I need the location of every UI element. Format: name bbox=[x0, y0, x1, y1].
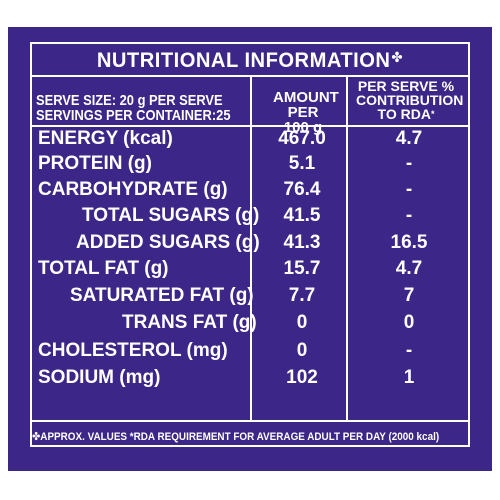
row-rda: 7 bbox=[403, 285, 415, 306]
row-label: TRANS FAT (g) bbox=[122, 312, 257, 333]
row-amount: 0 bbox=[296, 312, 308, 333]
serve-size-text: SERVE SIZE: 20 g PER SERVE bbox=[36, 92, 223, 109]
row-rda: - bbox=[405, 205, 413, 226]
table-row: ADDED SUGARS (g) 41.3 16.5 bbox=[8, 229, 492, 256]
row-label: TOTAL SUGARS (g) bbox=[82, 205, 260, 226]
row-label: CHOLESTEROL (mg) bbox=[38, 340, 228, 361]
row-label: ENERGY (kcal) bbox=[38, 128, 173, 149]
row-rda: 4.7 bbox=[395, 128, 423, 149]
row-amount: 76.4 bbox=[283, 179, 321, 200]
row-amount: 0 bbox=[296, 340, 308, 361]
row-rda: 1 bbox=[403, 367, 415, 388]
row-label: PROTEIN (g) bbox=[38, 153, 152, 174]
row-rda: 4.7 bbox=[395, 258, 423, 279]
table-title-text: NUTRITIONAL INFORMATION bbox=[96, 49, 391, 72]
serve-info: SERVE SIZE: 20 g PER SERVE SERVINGS PER … bbox=[36, 93, 231, 123]
row-label: CARBOHYDRATE (g) bbox=[38, 179, 228, 200]
footnote: ✤APPROX. VALUES *RDA REQUIREMENT FOR AVE… bbox=[32, 431, 440, 443]
table-row: TRANS FAT (g) 0 0 bbox=[8, 309, 492, 336]
table-row: ENERGY (kcal) 467.0 4.7 bbox=[8, 125, 492, 152]
table-row: PROTEIN (g) 5.1 - bbox=[8, 150, 492, 177]
row-rda: - bbox=[405, 153, 413, 174]
row-amount: 15.7 bbox=[283, 258, 321, 279]
rda-header-line3: TO RDA* bbox=[356, 107, 456, 121]
row-label: TOTAL FAT (g) bbox=[38, 258, 169, 279]
row-label: ADDED SUGARS (g) bbox=[76, 232, 260, 253]
row-amount: 467.0 bbox=[278, 128, 326, 149]
row-amount: 5.1 bbox=[288, 153, 316, 174]
row-rda: 0 bbox=[403, 312, 415, 333]
table-row: CHOLESTEROL (mg) 0 - bbox=[8, 337, 492, 364]
rda-header-line3-text: TO RDA bbox=[377, 106, 431, 122]
nutrition-table-border bbox=[30, 42, 470, 447]
column-divider-amount bbox=[250, 75, 252, 422]
servings-text: SERVINGS PER CONTAINER:25 bbox=[36, 107, 231, 124]
rda-marker: * bbox=[430, 109, 435, 119]
approx-marker-icon: ✤ bbox=[391, 49, 404, 65]
row-rda: 16.5 bbox=[390, 232, 428, 253]
table-title: NUTRITIONAL INFORMATION✤ bbox=[18, 49, 483, 73]
row-rda: - bbox=[405, 179, 413, 200]
table-row: TOTAL FAT (g) 15.7 4.7 bbox=[8, 255, 492, 282]
row-amount: 102 bbox=[286, 367, 318, 388]
row-rda: - bbox=[405, 340, 413, 361]
row-label: SATURATED FAT (g) bbox=[70, 285, 254, 306]
table-row: SODIUM (mg) 102 1 bbox=[8, 364, 492, 391]
rda-header-line2: CONTRIBUTION bbox=[356, 92, 464, 108]
header-divider bbox=[30, 125, 470, 127]
amount-header-line1: AMOUNT bbox=[273, 89, 339, 106]
row-amount: 41.5 bbox=[283, 205, 321, 226]
row-label: SODIUM (mg) bbox=[38, 367, 161, 388]
table-row: SATURATED FAT (g) 7.7 7 bbox=[8, 282, 492, 309]
table-row: CARBOHYDRATE (g) 76.4 - bbox=[8, 176, 492, 203]
row-amount: 7.7 bbox=[288, 285, 316, 306]
nutrition-panel: NUTRITIONAL INFORMATION✤ SERVE SIZE: 20 … bbox=[8, 27, 492, 471]
row-amount: 41.3 bbox=[283, 232, 321, 253]
rda-column-header: PER SERVE % CONTRIBUTION TO RDA* bbox=[356, 78, 464, 121]
footer-divider bbox=[30, 420, 470, 422]
table-row: TOTAL SUGARS (g) 41.5 - bbox=[8, 202, 492, 229]
rda-header-line1: PER SERVE % bbox=[357, 78, 455, 94]
column-divider-rda bbox=[346, 75, 348, 422]
amount-header-line2: PER 100 g bbox=[283, 104, 323, 136]
amount-column-header: AMOUNT PER 100 g bbox=[273, 89, 339, 136]
